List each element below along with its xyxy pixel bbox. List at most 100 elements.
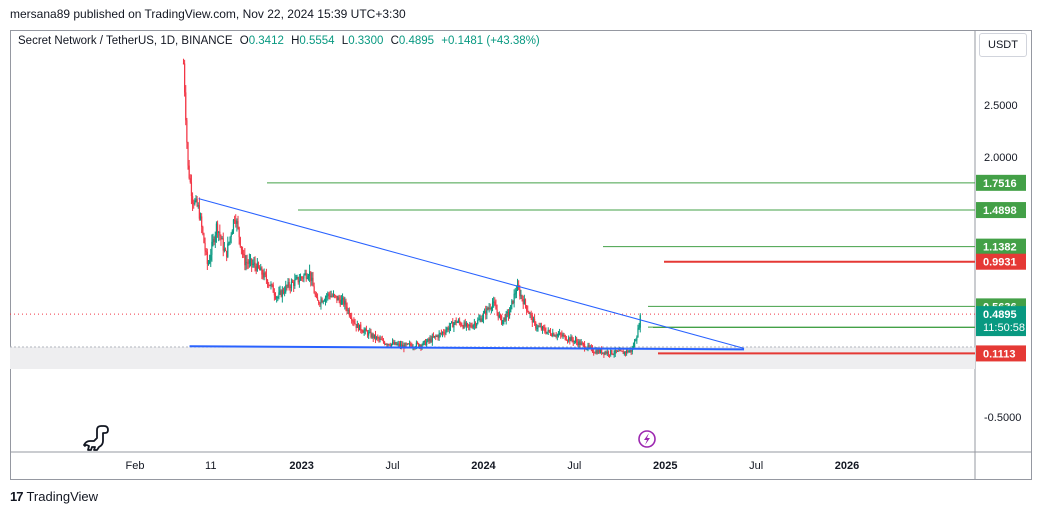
candle-body-304 [528,311,530,314]
candle-body-102 [298,280,300,283]
candle-body-353 [583,344,586,349]
candle-body-274 [494,301,496,305]
candle-body-323 [549,331,552,335]
candle-body-24 [210,254,212,261]
symbol-label[interactable]: Secret Network / TetherUS, 1D, BINANCE [18,35,233,47]
candle-body-23 [209,260,211,264]
candle-body-73 [265,274,268,281]
candle-body-32 [219,231,221,236]
candle-body-49 [238,227,240,238]
candle-body-327 [554,335,556,337]
support-zone [10,347,975,369]
candle-body-217 [429,338,431,341]
candle-body-142 [344,300,346,305]
candle-body-43 [231,230,233,235]
last-price-tag [976,306,1026,337]
candle-body-116 [314,293,316,296]
candle-body-130 [330,295,332,297]
candle-body-196 [405,343,407,345]
tradingview-brand[interactable]: 17 TradingView [10,489,98,504]
candle-body-164 [369,331,371,333]
candle-body-35 [222,238,224,251]
candle-body-366 [598,349,600,353]
candle-body-338 [566,340,569,342]
candle-body-181 [388,343,390,346]
candle-body-77 [270,284,272,286]
candle-body-3 [186,120,188,143]
candle-body-145 [347,309,349,311]
candle-body-315 [540,326,542,330]
candle-body-123 [322,301,324,303]
candle-body-40 [228,242,230,244]
candle-body-331 [558,333,561,335]
candle-body-207 [418,343,420,347]
candle-body-283 [504,317,506,321]
candle-body-138 [339,299,341,305]
x-tick-label-6: 2025 [653,460,677,472]
candle-body-199 [408,343,411,345]
currency-selector[interactable]: USDT [979,33,1027,57]
candle-body-261 [479,318,481,320]
candle-body-224 [437,335,439,338]
candle-body-320 [546,331,548,334]
price-level-tag-0 [976,174,1026,191]
candle-body-232 [446,328,448,331]
candle-body-8 [191,196,194,204]
candle-body-208 [419,345,421,347]
candle-body-70 [262,274,264,278]
candle-body-56 [246,261,248,263]
candle-body-26 [212,239,214,242]
candle-body-175 [381,339,383,341]
candle-body-99 [295,277,297,280]
candle-body-153 [356,323,358,328]
candle-body-67 [259,267,261,271]
candle-body-182 [389,345,391,347]
dino-icon[interactable] [83,425,109,451]
candle-body-66 [257,262,260,268]
candle-body-133 [334,294,336,296]
candle-body-242 [457,320,460,322]
candle-body-325 [552,333,554,336]
candle-body-161 [365,328,368,332]
candle-body-51 [240,246,243,250]
candle-body-169 [374,334,377,339]
price-level-tag-2 [976,238,1026,255]
candle-body-317 [543,326,545,329]
candle-body-253 [470,325,472,327]
candle-body-310 [535,322,537,329]
candle-body-332 [560,333,562,335]
candle-body-25 [211,241,213,255]
candle-body-195 [404,343,406,349]
candle-body-277 [497,312,499,318]
price-level-tag-1 [976,202,1026,219]
candle-body-225 [438,333,440,338]
candle-body-282 [503,317,505,321]
candle-body-57 [247,262,249,264]
candle-body-150 [353,320,355,323]
candle-body-275 [495,304,497,310]
candle-body-68 [260,267,262,271]
candle-body-124 [323,300,325,302]
candle-body-36 [223,248,225,251]
candle-body-397 [633,340,636,347]
candle-body-367 [599,349,602,353]
candle-body-226 [439,333,441,335]
lightning-event-icon[interactable] [638,430,656,448]
candle-body-188 [396,344,398,346]
candle-body-166 [371,334,373,338]
candle-body-359 [590,346,592,348]
candle-body-395 [631,348,633,352]
candle-body-155 [358,324,361,331]
candle-body-241 [456,321,458,323]
candle-body-351 [581,342,583,344]
candle-body-270 [489,307,491,309]
candle-body-34 [221,238,223,240]
candle-body-210 [421,345,423,348]
candle-body-307 [531,315,533,323]
price-level-label-2: 1.1382 [983,242,1017,254]
candle-body-401 [638,327,640,329]
candle-body-186 [394,342,396,345]
candle-body-105 [302,277,304,279]
candle-body-309 [533,318,536,323]
